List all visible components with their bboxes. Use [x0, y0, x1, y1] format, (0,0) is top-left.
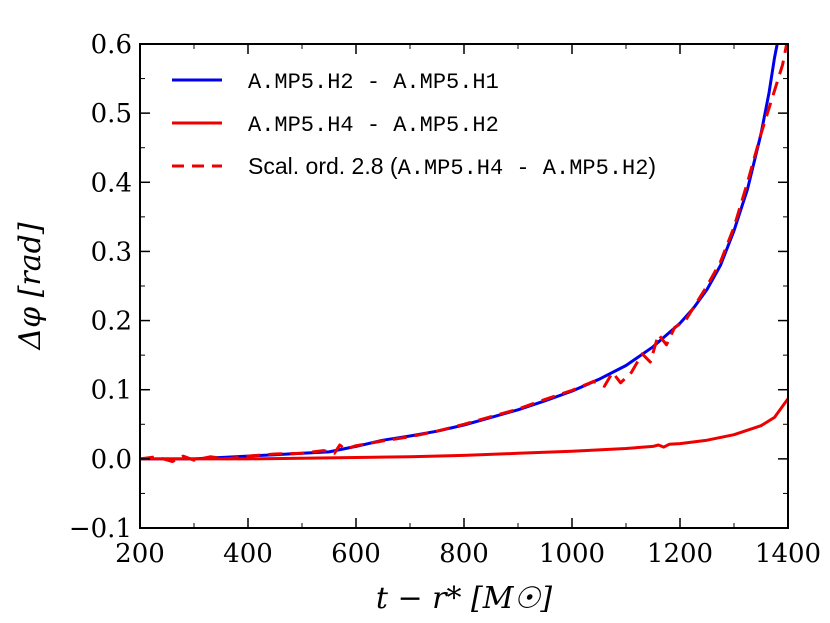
legend-label-3: Scal. ord. 2.8 (A.MP5.H4 - A.MP5.H2) [248, 153, 656, 181]
x-tick-label: 1400 [755, 539, 821, 569]
x-axis-title: t − r* [M☉] [376, 581, 552, 616]
y-tick-label: 0.4 [91, 168, 132, 198]
y-tick-label: 0.3 [91, 237, 132, 267]
y-tick-label: 0.5 [91, 99, 132, 129]
series-line-3 [140, 44, 788, 464]
y-tick-label: 0.6 [91, 30, 132, 60]
y-tick-label: 0.0 [91, 445, 132, 475]
y-tick-label: 0.1 [91, 376, 132, 406]
y-tick-label: 0.2 [91, 307, 132, 337]
x-tick-label: 200 [115, 539, 165, 569]
series-line-2 [140, 397, 788, 461]
x-tick-label: 1000 [539, 539, 605, 569]
y-axis-title: Δφ [rad] [13, 222, 48, 350]
legend-label-2: A.MP5.H4 - A.MP5.H2 [248, 113, 499, 138]
x-tick-label: 400 [223, 539, 273, 569]
x-tick-label: 1200 [647, 539, 713, 569]
x-tick-label: 600 [331, 539, 381, 569]
x-tick-label: 800 [439, 539, 489, 569]
legend: A.MP5.H2 - A.MP5.H1 A.MP5.H4 - A.MP5.H2 Sc… [172, 70, 656, 181]
y-tick-label: −0.1 [69, 514, 132, 544]
legend-label-1: A.MP5.H2 - A.MP5.H1 [248, 70, 499, 95]
